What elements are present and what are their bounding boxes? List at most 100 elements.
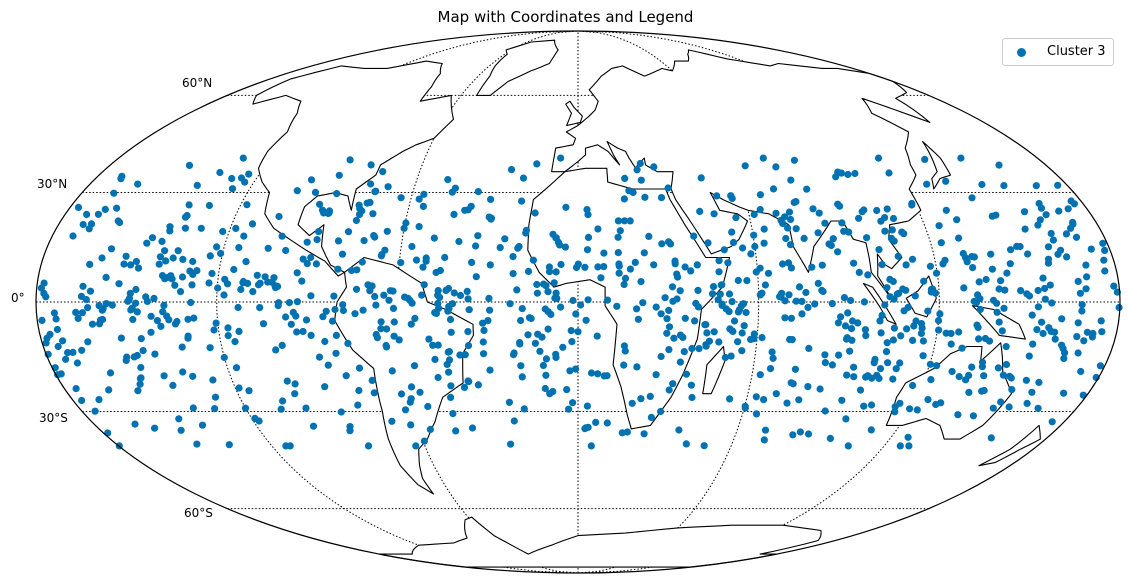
data-point: [416, 388, 424, 396]
data-point: [1060, 354, 1068, 362]
data-point: [547, 310, 555, 318]
data-point: [99, 305, 107, 313]
data-point: [434, 299, 442, 308]
data-point: [83, 210, 91, 218]
data-point: [917, 329, 926, 337]
data-point: [1000, 182, 1008, 190]
data-point: [553, 294, 561, 302]
data-point: [832, 173, 840, 181]
data-point: [177, 426, 185, 434]
data-point: [514, 244, 522, 252]
data-point: [779, 260, 787, 268]
data-point: [169, 381, 177, 389]
data-point: [544, 325, 552, 333]
data-point: [214, 284, 222, 292]
data-point: [1022, 376, 1030, 384]
data-point: [960, 284, 968, 292]
data-point: [881, 214, 889, 222]
data-point: [613, 302, 621, 310]
data-point: [1001, 286, 1009, 294]
data-point: [657, 310, 665, 318]
data-point: [157, 322, 165, 330]
data-point: [342, 372, 350, 380]
data-point: [784, 259, 793, 267]
data-point: [867, 401, 876, 409]
data-point: [919, 337, 928, 345]
lat-label-30n: 30°N: [37, 177, 68, 191]
data-point: [994, 364, 1003, 372]
data-point: [927, 376, 935, 384]
data-point: [106, 369, 115, 377]
data-point: [727, 192, 735, 200]
data-point: [600, 263, 608, 271]
data-point: [704, 239, 712, 247]
data-point: [524, 331, 532, 339]
data-point: [166, 223, 174, 231]
data-point: [444, 284, 453, 293]
data-point: [829, 235, 837, 243]
data-point: [385, 296, 393, 304]
data-point: [687, 381, 696, 389]
data-point: [143, 239, 151, 247]
data-point: [851, 169, 859, 178]
data-point: [155, 260, 163, 268]
data-point: [1101, 267, 1109, 275]
data-point: [354, 401, 362, 409]
data-point: [795, 396, 803, 404]
data-point: [292, 312, 300, 320]
data-point: [205, 279, 213, 287]
data-point: [132, 285, 140, 294]
data-point: [844, 170, 852, 179]
data-point: [134, 264, 143, 272]
data-point: [693, 261, 701, 269]
data-point: [645, 232, 653, 240]
data-point: [485, 294, 493, 302]
data-point: [782, 234, 790, 243]
data-point: [567, 327, 575, 335]
data-point: [397, 390, 406, 398]
data-point: [315, 228, 323, 236]
data-point: [325, 207, 334, 215]
data-point: [390, 318, 398, 326]
data-point: [1025, 352, 1033, 360]
data-point: [408, 242, 416, 251]
data-point: [804, 430, 813, 438]
data-point: [133, 308, 141, 316]
data-point: [69, 232, 77, 240]
data-point: [841, 322, 850, 330]
data-point: [650, 163, 658, 171]
data-point: [127, 261, 135, 269]
data-point: [175, 415, 183, 423]
data-point: [441, 253, 449, 262]
data-point: [245, 387, 253, 395]
data-point: [1041, 295, 1049, 303]
data-point: [840, 294, 849, 302]
data-point: [355, 210, 364, 219]
data-point: [896, 359, 904, 367]
data-point: [52, 315, 60, 323]
data-point: [139, 347, 147, 355]
data-point: [522, 229, 530, 237]
data-point: [926, 262, 935, 270]
data-point: [1115, 303, 1123, 312]
data-point: [897, 332, 905, 340]
data-point: [721, 353, 730, 362]
data-point: [518, 305, 526, 313]
legend: Cluster 3: [1002, 38, 1114, 66]
data-point: [926, 360, 935, 368]
data-point: [931, 289, 940, 297]
data-point: [274, 302, 282, 310]
data-point: [309, 422, 318, 430]
data-point: [1035, 378, 1043, 386]
data-point: [444, 176, 452, 184]
data-point: [688, 344, 696, 353]
data-point: [889, 336, 898, 344]
data-point: [474, 381, 482, 389]
data-point: [676, 358, 685, 366]
data-point: [117, 334, 125, 342]
data-point: [220, 291, 228, 299]
data-point: [1083, 328, 1091, 336]
data-point: [584, 423, 592, 431]
data-point: [787, 215, 795, 224]
data-point: [860, 298, 869, 306]
